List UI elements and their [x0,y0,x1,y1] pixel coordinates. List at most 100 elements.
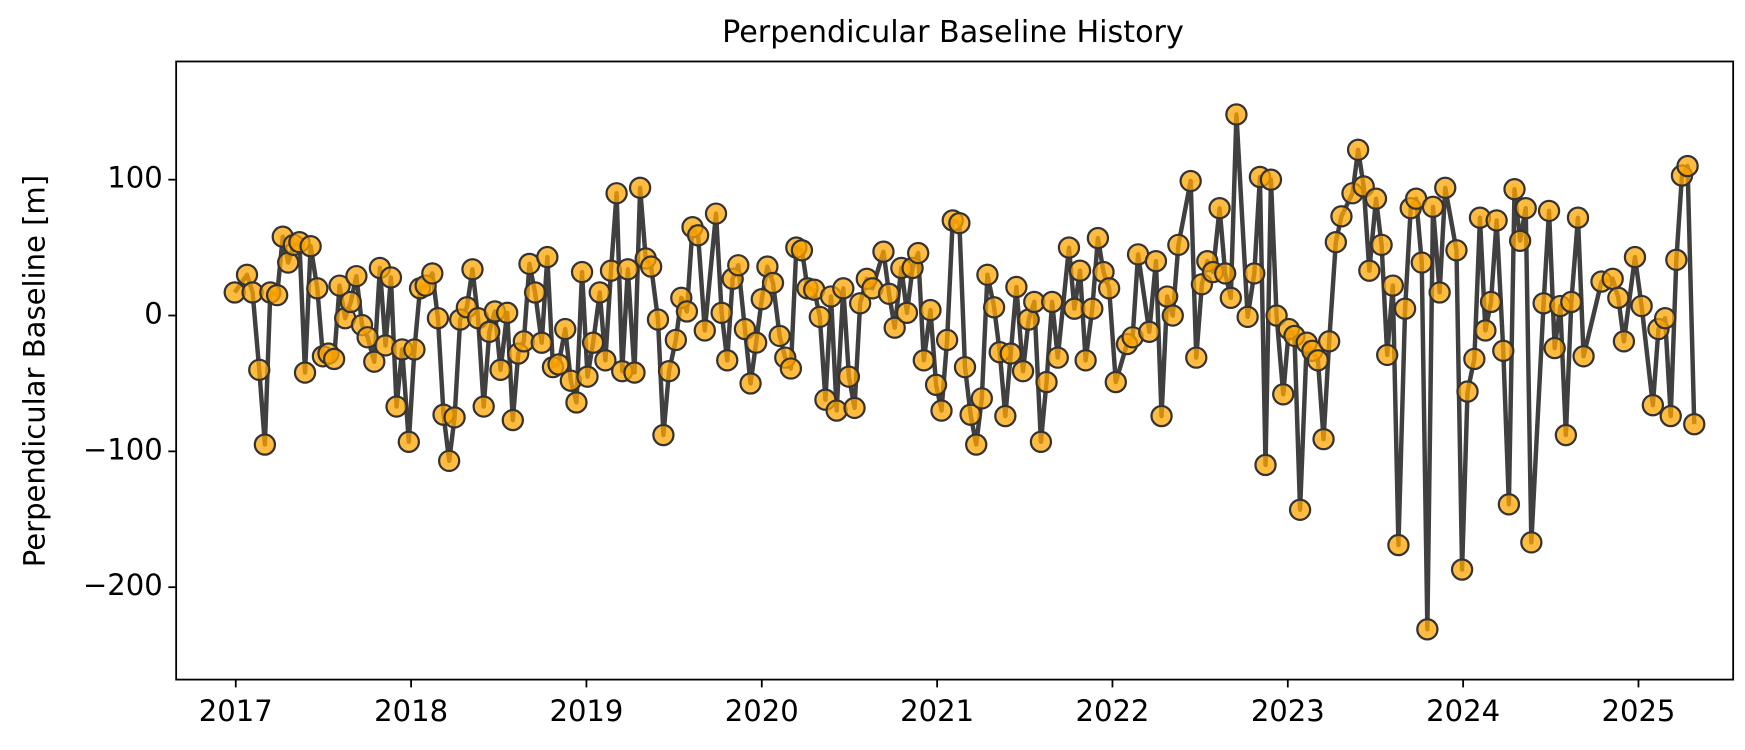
data-point [1456,380,1479,403]
data-point [1219,286,1242,310]
data-point [639,255,663,278]
x-tick-label: 2021 [900,694,974,728]
data-point [1630,294,1653,318]
data-point [530,331,553,354]
data-point [1167,233,1190,257]
data-point [1601,267,1624,291]
data-point [1393,297,1417,320]
data-point [379,266,403,289]
data-point [1434,176,1457,199]
data-point [1572,345,1595,368]
data-point [328,274,351,297]
data-point [704,202,728,225]
x-tick-label: 2018 [374,694,448,728]
data-point [675,300,699,323]
data-point [1272,383,1295,406]
data-point [443,406,466,429]
data-point [1358,259,1381,282]
data-point [472,395,495,418]
data-point [1665,248,1688,271]
data-point [248,358,271,382]
data-point [739,372,762,395]
data-point [1463,347,1486,371]
data-point [976,263,999,286]
data-point [1312,427,1335,451]
data-point [1046,346,1069,369]
data-point [686,224,710,247]
data-point [363,350,386,373]
data-point [299,235,322,258]
data-point [1474,319,1497,342]
chart-title: Perpendicular Baseline History [722,15,1184,50]
data-point [652,423,675,447]
data-point [935,328,959,352]
data-point [1138,320,1161,343]
data-point [421,262,444,285]
data-point [779,357,803,380]
data-point [1097,277,1121,300]
data-point [616,258,640,281]
data-point [1155,285,1179,308]
data-point [1035,370,1058,394]
data-point [843,396,866,420]
data-point [1074,349,1097,372]
data-point [1659,404,1682,428]
data-point [895,301,919,324]
data-point [1381,274,1405,297]
data-point [1612,330,1636,353]
data-point [403,338,426,361]
data-point [1317,330,1341,353]
data-point [1346,138,1370,161]
data-point [744,331,768,354]
data-point [693,319,716,342]
data-point [1370,233,1393,257]
data-point [554,317,577,341]
data-point [716,349,739,372]
data-point [953,355,977,379]
data-point [1537,199,1561,223]
data-point [1560,290,1583,314]
y-tick-label: −200 [83,568,163,602]
data-point [339,290,362,314]
data-point [1410,251,1433,274]
data-point [1254,453,1277,477]
data-point [999,342,1022,365]
data-point [930,399,953,422]
data-point [1566,206,1590,229]
data-point [1641,393,1665,417]
data-point [832,277,855,300]
data-point [385,395,408,418]
data-point [1508,229,1532,252]
x-tick-label: 2017 [199,694,273,728]
x-tick-label: 2023 [1251,694,1325,728]
data-point [1068,259,1092,282]
data-point [970,387,994,410]
data-point [478,320,501,343]
data-point [994,404,1017,428]
data-point [426,307,450,330]
data-point [594,349,617,372]
x-tick-label: 2022 [1075,694,1149,728]
data-point [1485,209,1508,232]
data-point [808,305,831,329]
data-point [1623,245,1647,269]
data-point [1683,413,1706,436]
data-point [1554,423,1578,447]
data-point [877,282,901,305]
data-point [1653,307,1677,330]
data-point [1086,226,1110,250]
data-point [1214,262,1237,285]
data-point [356,326,379,349]
data-point [581,331,605,354]
data-point [965,433,988,456]
data-point [1387,533,1410,557]
data-point [1479,290,1503,314]
data-point [883,316,906,339]
data-point [628,176,652,199]
data-point [1421,195,1445,219]
data-point [727,254,750,277]
data-point [1364,187,1388,210]
data-point [322,347,346,371]
x-tick-label: 2019 [549,694,623,728]
